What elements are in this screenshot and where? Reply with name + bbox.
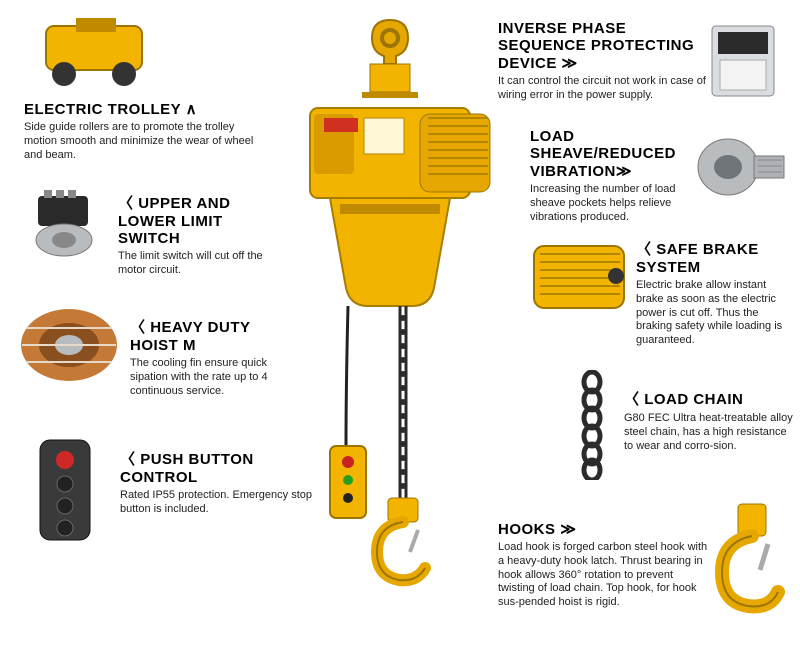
safe-brake-section: 〈 SAFE BRAKE SYSTEM Electric brake allow… — [636, 238, 796, 348]
load-chain-desc: G80 FEC Ultra heat-treatable alloy steel… — [624, 412, 794, 453]
load-sheave-thumb — [688, 132, 788, 202]
electric-trolley-thumb — [36, 12, 166, 92]
limit-switch-desc: The limit switch will cut off the motor … — [118, 250, 288, 278]
phase-device-desc: It can control the circuit not work in c… — [498, 75, 708, 103]
phase-device-thumb — [704, 18, 788, 108]
load-chain-section: 〈 LOAD CHAIN G80 FEC Ultra heat-treatabl… — [624, 388, 794, 453]
hoist-motor-thumb — [14, 300, 124, 390]
limit-switch-title: 〈 UPPER AND LOWER LIMIT SWITCH — [118, 192, 288, 247]
hoist-motor-title: 〈 HEAVY DUTY HOIST M — [130, 316, 290, 354]
limit-switch-section: 〈 UPPER AND LOWER LIMIT SWITCH The limit… — [118, 192, 288, 278]
electric-trolley-section: ELECTRIC TROLLEY ∧ Side guide rollers ar… — [24, 100, 254, 162]
load-chain-title: 〈 LOAD CHAIN — [624, 388, 794, 409]
hooks-thumb — [712, 500, 792, 630]
hooks-section: HOOKS ≫ Load hook is forged carbon steel… — [498, 520, 708, 610]
load-sheave-section: LOAD SHEAVE/REDUCED VIBRATION≫ Increasin… — [530, 128, 690, 224]
load-sheave-desc: Increasing the number of load sheave poc… — [530, 183, 690, 224]
hooks-title: HOOKS ≫ — [498, 520, 708, 538]
safe-brake-title: 〈 SAFE BRAKE SYSTEM — [636, 238, 796, 276]
safe-brake-thumb — [526, 232, 636, 322]
push-button-desc: Rated IP55 protection. Emergency stop bu… — [120, 489, 320, 517]
push-button-title: 〈 PUSH BUTTON CONTROL — [120, 448, 320, 486]
hoist-motor-section: 〈 HEAVY DUTY HOIST M The cooling fin ens… — [130, 316, 290, 398]
safe-brake-desc: Electric brake allow instant brake as so… — [636, 279, 796, 348]
limit-switch-thumb — [20, 186, 110, 266]
hooks-desc: Load hook is forged carbon steel hook wi… — [498, 541, 708, 610]
load-chain-thumb — [572, 370, 612, 480]
push-button-thumb — [22, 432, 112, 552]
phase-device-section: INVERSE PHASE SEQUENCE PROTECTING DEVICE… — [498, 20, 708, 103]
hoist-motor-desc: The cooling fin ensure quick sipation wi… — [130, 357, 290, 398]
main-hoist-image — [270, 18, 510, 638]
push-button-section: 〈 PUSH BUTTON CONTROL Rated IP55 protect… — [120, 448, 320, 517]
electric-trolley-title: ELECTRIC TROLLEY ∧ — [24, 100, 254, 118]
phase-device-title: INVERSE PHASE SEQUENCE PROTECTING DEVICE… — [498, 20, 708, 72]
load-sheave-title: LOAD SHEAVE/REDUCED VIBRATION≫ — [530, 128, 690, 180]
electric-trolley-desc: Side guide rollers are to promote the tr… — [24, 121, 254, 162]
